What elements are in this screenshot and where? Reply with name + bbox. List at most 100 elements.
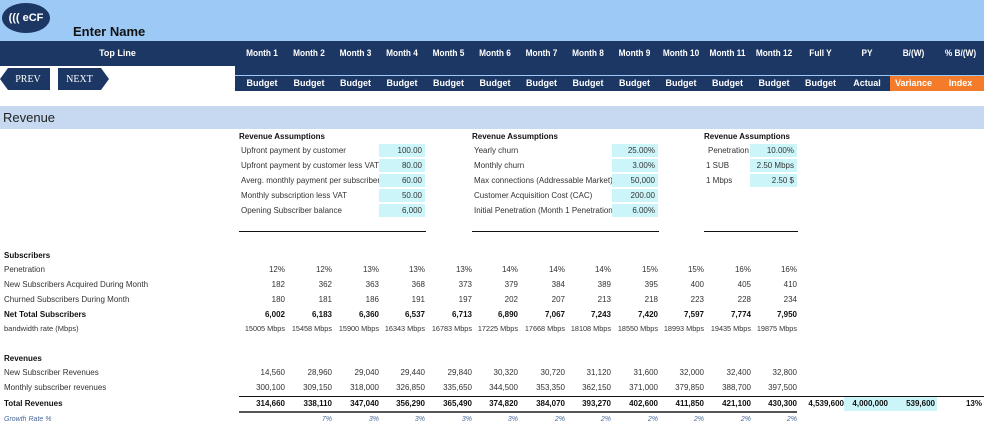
col-month-5: Month 5 xyxy=(432,48,465,58)
col-month-12: Month 12 xyxy=(755,48,793,58)
full-year-total: 4,539,600 xyxy=(808,399,844,408)
prev-button[interactable]: PREV xyxy=(0,68,50,90)
sub-month-6: Budget xyxy=(479,78,511,88)
assumption-input[interactable]: 80.00 xyxy=(379,159,425,172)
col-month-4: Month 4 xyxy=(386,48,418,58)
cell: 6,713 xyxy=(451,310,472,319)
cell: 362,150 xyxy=(582,383,611,392)
cell: 186 xyxy=(365,295,379,304)
cell: 14% xyxy=(501,265,518,274)
assumption-row: Monthly subscription less VAT 50.00 xyxy=(239,188,429,203)
assumption-input[interactable]: 2.50 Mbps xyxy=(750,159,797,172)
cell: 3% xyxy=(368,416,379,423)
cell: 15% xyxy=(641,265,658,274)
cell: 356,290 xyxy=(396,399,425,408)
prev-label: PREV xyxy=(15,73,41,85)
cell: 309,150 xyxy=(303,383,332,392)
cell: 17668 Mbps xyxy=(524,324,565,333)
column-header-row: Top Line Month 1 Month 2 Month 3 Month 4… xyxy=(0,41,984,66)
cell: 2% xyxy=(554,416,565,423)
model-name-title[interactable]: Enter Name xyxy=(73,24,146,39)
cell: 31,120 xyxy=(586,368,611,377)
cell: 7% xyxy=(321,416,332,423)
table-row-total-revenues: 314,660 338,110 347,040 356,290 365,490 … xyxy=(0,397,984,411)
cell: 19435 Mbps xyxy=(710,324,751,333)
cell: 218 xyxy=(644,295,658,304)
cell xyxy=(239,413,285,427)
cell: 15% xyxy=(687,265,704,274)
assumption-row: Averg. monthly payment per subscriber 60.… xyxy=(239,173,429,188)
sub-month-10: Budget xyxy=(665,78,697,88)
top-line-label: Top Line xyxy=(99,48,136,58)
assumption-input[interactable]: 25.00% xyxy=(612,144,658,157)
assumption-input[interactable]: 60.00 xyxy=(379,174,425,187)
col-month-8: Month 8 xyxy=(572,48,604,58)
assumption-label: Monthly churn xyxy=(474,161,525,170)
row-label-net-total-subscribers: Net Total Subscribers xyxy=(4,310,87,319)
sub-py: Actual xyxy=(853,78,881,88)
cell: 2% xyxy=(693,416,704,423)
assumption-row: Upfront payment by customer less VAT 80.0… xyxy=(239,158,429,173)
total-bottom-rule xyxy=(239,411,797,413)
cell: 379,850 xyxy=(675,383,704,392)
assumptions-title: Revenue Assumptions xyxy=(704,132,790,141)
cell: 19875 Mbps xyxy=(756,324,797,333)
cell: 228 xyxy=(737,295,751,304)
cell: 191 xyxy=(411,295,425,304)
py-actual-input[interactable]: 4,000,000 xyxy=(844,397,890,411)
assumption-row: Opening Subscriber balance 6,000 xyxy=(239,203,429,218)
assumption-row: Yearly churn 25.00% xyxy=(472,143,662,158)
cell: 365,490 xyxy=(443,399,472,408)
assumption-input[interactable]: 6.00% xyxy=(612,204,658,217)
assumption-input[interactable]: 3.00% xyxy=(612,159,658,172)
assumption-label: Upfront payment by customer xyxy=(241,146,346,155)
cell: 180 xyxy=(271,295,285,304)
col-month-10: Month 10 xyxy=(662,48,700,58)
logo-text: ((( eCF xyxy=(8,12,44,24)
table-row-monthly-subscriber-revenues: 300,100 309,150 318,000 326,850 335,650 … xyxy=(0,381,984,395)
sub-month-4: Budget xyxy=(386,78,418,88)
cell: 3% xyxy=(507,416,518,423)
assumption-input[interactable]: 6,000 xyxy=(379,204,425,217)
cell: 13% xyxy=(408,265,425,274)
next-button[interactable]: NEXT xyxy=(58,68,109,90)
revenue-section-band: Revenue xyxy=(0,106,984,129)
cell: 32,000 xyxy=(679,368,704,377)
assumptions-block-1: Revenue Assumptions Upfront payment by c… xyxy=(239,131,429,232)
cell: 32,400 xyxy=(726,368,751,377)
assumption-row: Monthly churn 3.00% xyxy=(472,158,662,173)
table-row-new-subscribers: 182 362 363 368 373 379 384 389 395 400 … xyxy=(0,278,984,292)
sub-month-11: Budget xyxy=(712,78,743,88)
assumption-input[interactable]: 10.00% xyxy=(750,144,797,157)
cell: 32,800 xyxy=(772,368,797,377)
cell: 6,890 xyxy=(497,310,518,319)
cell: 384,070 xyxy=(536,399,565,408)
cell: 16783 Mbps xyxy=(431,324,472,333)
cell: 411,850 xyxy=(675,399,704,408)
title-band: ((( eCF Enter Name xyxy=(0,0,984,41)
cell: 430,300 xyxy=(768,399,797,408)
cell: 374,820 xyxy=(489,399,518,408)
assumption-input[interactable]: 2.50 $ xyxy=(750,174,797,187)
next-label: NEXT xyxy=(66,73,93,85)
cell: 12% xyxy=(315,265,332,274)
row-label-penetration: Penetration xyxy=(4,265,45,274)
assumption-input[interactable]: 50,000 xyxy=(612,174,658,187)
col-month-9: Month 9 xyxy=(618,48,651,58)
cell: 6,360 xyxy=(358,310,379,319)
cell: 363 xyxy=(365,280,379,289)
assumptions-title: Revenue Assumptions xyxy=(472,132,558,141)
assumption-label: Max connections (Addressable Market) xyxy=(474,176,613,185)
row-label-growth-rate: Growth Rate % xyxy=(4,416,52,423)
index-value: 13% xyxy=(965,399,982,408)
assumption-input[interactable]: 50.00 xyxy=(379,189,425,202)
cell: 2% xyxy=(786,416,797,423)
cell: 13% xyxy=(362,265,379,274)
cell: 14% xyxy=(548,265,565,274)
cell: 17225 Mbps xyxy=(477,324,518,333)
row-label-new-subscriber-revenues: New Subscriber Revenues xyxy=(4,368,99,377)
assumption-input[interactable]: 100.00 xyxy=(379,144,425,157)
cell: 18550 Mbps xyxy=(617,324,658,333)
assumption-input[interactable]: 200.00 xyxy=(612,189,658,202)
sub-month-3: Budget xyxy=(340,78,371,88)
